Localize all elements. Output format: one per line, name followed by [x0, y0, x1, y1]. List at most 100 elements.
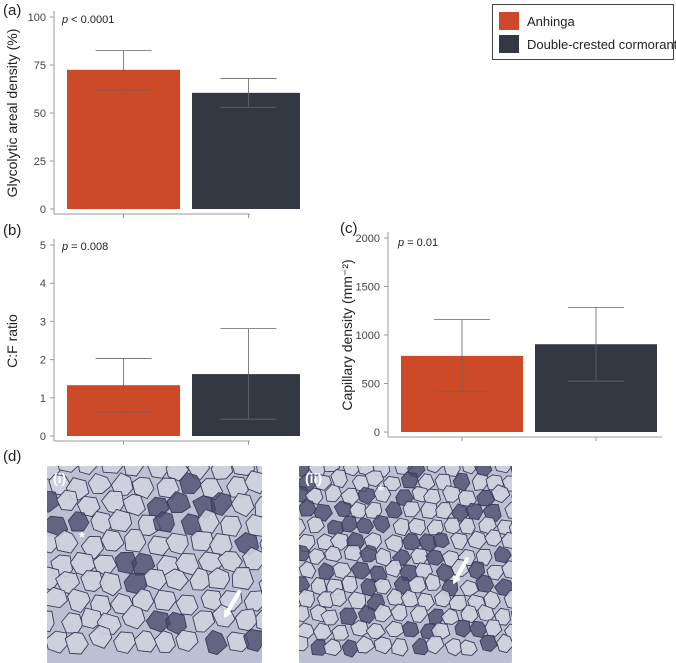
- oxidative-fiber: [464, 502, 484, 521]
- glycolytic-fiber: [67, 588, 91, 614]
- panel-label-a: (a): [3, 2, 22, 19]
- y-tick-label: 0: [40, 204, 46, 216]
- glycolytic-fiber: [390, 603, 408, 622]
- y-tick-label: 5: [40, 240, 46, 252]
- glycolytic-fiber: [501, 475, 512, 492]
- panel-label-b: (b): [3, 222, 22, 239]
- glycolytic-fiber: [364, 470, 385, 488]
- y-tick-label: 1: [40, 393, 46, 405]
- micrograph-asterisk-ii: *: [378, 482, 384, 499]
- glycolytic-fiber: [490, 484, 511, 504]
- glycolytic-fiber: [299, 635, 309, 652]
- glycolytic-fiber: [435, 502, 454, 520]
- arrow-head-icon: [224, 609, 232, 619]
- oxidative-fiber: [179, 472, 203, 494]
- glycolytic-fiber: [424, 573, 441, 591]
- glycolytic-fiber: [255, 609, 262, 630]
- glycolytic-fiber: [440, 608, 460, 625]
- p-value-annotation: p < 0.0001: [61, 14, 114, 26]
- glycolytic-fiber: [47, 630, 68, 654]
- glycolytic-fiber: [133, 630, 158, 653]
- glycolytic-fiber: [54, 529, 79, 554]
- y-tick-label: 0: [40, 431, 46, 443]
- glycolytic-fiber: [407, 576, 427, 594]
- bar-cormorant: [192, 374, 300, 436]
- glycolytic-fiber: [320, 609, 339, 626]
- glycolytic-fiber: [483, 590, 501, 610]
- glycolytic-fiber: [78, 466, 98, 476]
- p-value-annotation: p = 0.008: [61, 241, 108, 253]
- glycolytic-fiber: [306, 516, 325, 534]
- glycolytic-fiber: [259, 538, 262, 551]
- legend-label-cormorant: Double-crested cormorant: [527, 36, 676, 52]
- p-value-annotation: p = 0.01: [397, 237, 438, 249]
- y-axis-title: C:F ratio: [4, 314, 20, 368]
- micrograph-label-ii: (ii): [305, 470, 323, 486]
- chart-c-capillary-density: 0 500 1000 1500 2000 p = 0.01 Capillary densit…: [339, 232, 662, 441]
- glycolytic-fiber: [430, 622, 451, 640]
- glycolytic-fiber: [373, 485, 392, 503]
- glycolytic-fiber: [342, 466, 362, 477]
- glycolytic-fiber: [407, 517, 426, 536]
- glycolytic-fiber: [355, 635, 376, 654]
- glycolytic-fiber: [245, 513, 262, 537]
- glycolytic-fiber: [382, 475, 402, 492]
- glycolytic-fiber: [510, 610, 512, 618]
- glycolytic-fiber: [131, 588, 155, 612]
- oxidative-fiber: [359, 544, 380, 563]
- oxidative-fiber: [67, 511, 90, 532]
- glycolytic-fiber: [420, 501, 439, 520]
- glycolytic-fiber: [189, 567, 212, 591]
- glycolytic-fiber: [113, 631, 137, 654]
- chart-legend: Anhinga Double-crested cormorant: [492, 4, 676, 60]
- panel-label-c: (c): [340, 220, 358, 237]
- glycolytic-fiber: [434, 589, 452, 608]
- glycolytic-fiber: [329, 532, 350, 551]
- micrograph-anhinga-image: [47, 466, 262, 663]
- oxidative-fiber: [400, 471, 419, 489]
- glycolytic-fiber: [484, 529, 503, 547]
- glycolytic-fiber: [230, 492, 255, 518]
- glycolytic-fiber: [312, 622, 333, 640]
- glycolytic-fiber: [175, 594, 199, 616]
- glycolytic-fiber: [190, 530, 214, 552]
- glycolytic-fiber: [299, 560, 317, 579]
- y-tick-label: 2000: [356, 233, 380, 245]
- glycolytic-fiber: [80, 570, 105, 592]
- glycolytic-fiber: [462, 466, 479, 475]
- glycolytic-fiber: [494, 466, 512, 474]
- glycolytic-fiber: [258, 579, 262, 595]
- oxidative-fiber: [411, 637, 430, 656]
- glycolytic-fiber: [192, 610, 216, 633]
- glycolytic-fiber: [391, 638, 409, 657]
- glycolytic-fiber: [373, 636, 393, 655]
- glycolytic-fiber: [56, 489, 79, 511]
- y-tick-label: 100: [28, 12, 46, 24]
- glycolytic-fiber: [475, 548, 493, 567]
- glycolytic-fiber: [450, 532, 468, 551]
- oxidative-fiber: [310, 639, 328, 656]
- glycolytic-fiber: [350, 620, 370, 637]
- glycolytic-fiber: [508, 521, 512, 536]
- glycolytic-fiber: [299, 589, 315, 608]
- glycolytic-fiber: [220, 515, 242, 537]
- glycolytic-fiber: [231, 567, 254, 590]
- legend-swatch-anhinga: [499, 12, 519, 30]
- glycolytic-fiber: [459, 639, 478, 656]
- glycolytic-fiber: [299, 605, 310, 623]
- oxidative-fiber: [350, 561, 371, 580]
- glycolytic-fiber: [426, 466, 444, 474]
- oxidative-fiber: [317, 562, 334, 581]
- oxidative-fiber: [243, 628, 262, 653]
- glycolytic-fiber: [175, 629, 199, 652]
- glycolytic-fiber: [330, 469, 348, 489]
- oxidative-fiber: [299, 498, 317, 517]
- glycolytic-fiber: [121, 604, 146, 630]
- micrograph-cormorant: (ii) *: [299, 466, 512, 663]
- oxidative-fiber: [340, 515, 358, 533]
- glycolytic-fiber: [323, 638, 343, 657]
- glycolytic-fiber: [384, 559, 403, 578]
- oxidative-fiber: [47, 490, 60, 513]
- glycolytic-fiber: [442, 485, 462, 503]
- glycolytic-fiber: [496, 633, 512, 654]
